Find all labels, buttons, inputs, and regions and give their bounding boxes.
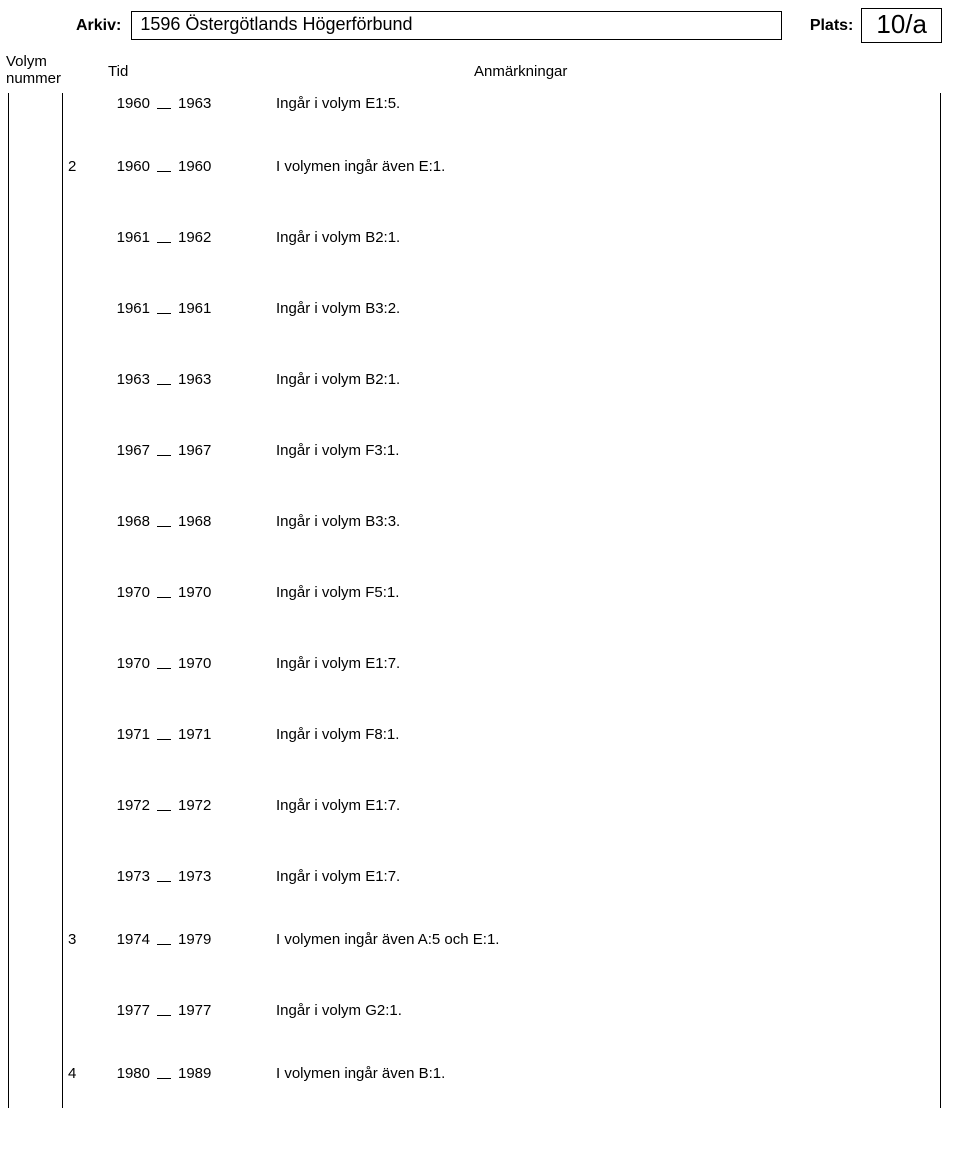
row-dash (150, 1065, 178, 1082)
table-row: 19681968Ingår i volym B3:3. (0, 467, 960, 538)
row-dash (150, 931, 178, 948)
row-year-to: 1979 (178, 931, 226, 948)
row-year-from: 1960 (104, 95, 150, 112)
row-dash (150, 371, 178, 388)
arkiv-label: Arkiv: (76, 17, 121, 35)
row-year-from: 1970 (104, 655, 150, 672)
row-dash (150, 300, 178, 317)
row-note: Ingår i volym B2:1. (226, 371, 960, 388)
col-tid: Tid (108, 63, 128, 80)
col-anm: Anmärkningar (474, 63, 567, 80)
row-note: Ingår i volym B3:2. (226, 300, 960, 317)
row-year-to: 1973 (178, 868, 226, 885)
table-row: 19631963Ingår i volym B2:1. (0, 325, 960, 396)
row-year-to: 1967 (178, 442, 226, 459)
row-dash (150, 95, 178, 112)
plats-value: 10/a (861, 8, 942, 43)
vline-num (62, 93, 63, 1108)
header: Arkiv: 1596 Östergötlands Högerförbund P… (0, 0, 960, 49)
table-row: 19611961Ingår i volym B3:2. (0, 254, 960, 325)
table-row: 1961 1962Ingår i volym B2:1. (0, 183, 960, 254)
row-dash (150, 726, 178, 743)
col-volym: Volymnummer (6, 53, 61, 88)
table-row: 41980 1989I volymen ingår även B:1. (0, 1027, 960, 1090)
row-year-from: 1980 (104, 1065, 150, 1082)
arkiv-value: 1596 Östergötlands Högerförbund (131, 11, 781, 40)
row-year-to: 1968 (178, 513, 226, 530)
row-note: Ingår i volym E1:5. (226, 95, 960, 112)
row-year-from: 1970 (104, 584, 150, 601)
row-dash (150, 655, 178, 672)
vline-right (940, 93, 941, 1108)
table-row: 1960 1963Ingår i volym E1:5. (0, 93, 960, 120)
row-year-to: 1961 (178, 300, 226, 317)
row-dash (150, 584, 178, 601)
row-year-from: 1960 (104, 158, 150, 175)
row-note: Ingår i volym E1:7. (226, 797, 960, 814)
row-year-from: 1977 (104, 1002, 150, 1019)
row-year-from: 1971 (104, 726, 150, 743)
row-note: I volymen ingår även A:5 och E:1. (226, 931, 960, 948)
row-year-to: 1971 (178, 726, 226, 743)
row-year-from: 1967 (104, 442, 150, 459)
row-note: Ingår i volym E1:7. (226, 868, 960, 885)
row-year-to: 1963 (178, 371, 226, 388)
row-dash (150, 442, 178, 459)
row-year-from: 1972 (104, 797, 150, 814)
table-row: 19711971Ingår i volym F8:1. (0, 680, 960, 751)
row-note: Ingår i volym F5:1. (226, 584, 960, 601)
row-dash (150, 797, 178, 814)
vline-left (8, 93, 9, 1108)
row-note: I volymen ingår även E:1. (226, 158, 960, 175)
row-year-to: 1989 (178, 1065, 226, 1082)
row-dash (150, 158, 178, 175)
row-year-from: 1961 (104, 300, 150, 317)
table-row: 19701970Ingår i volym E1:7. (0, 609, 960, 680)
row-year-to: 1960 (178, 158, 226, 175)
row-dash (150, 513, 178, 530)
row-year-from: 1968 (104, 513, 150, 530)
table-row: 19731973Ingår i volym E1:7. (0, 822, 960, 893)
row-note: Ingår i volym B3:3. (226, 513, 960, 530)
table-area: 19601963Ingår i volym E1:5.219601960I vo… (0, 93, 960, 1108)
row-year-from: 1974 (104, 931, 150, 948)
table-row: 219601960I volymen ingår även E:1. (0, 120, 960, 183)
table-row: 19671967Ingår i volym F3:1. (0, 396, 960, 467)
row-dash (150, 868, 178, 885)
row-year-to: 1977 (178, 1002, 226, 1019)
table-row: 19771977Ingår i volym G2:1. (0, 956, 960, 1027)
row-year-from: 1963 (104, 371, 150, 388)
row-note: Ingår i volym B2:1. (226, 229, 960, 246)
row-dash (150, 229, 178, 246)
row-note: Ingår i volym E1:7. (226, 655, 960, 672)
row-num: 3 (62, 931, 104, 948)
row-year-to: 1962 (178, 229, 226, 246)
table-row: 19721972Ingår i volym E1:7. (0, 751, 960, 822)
table-row: 19701970Ingår i volym F5:1. (0, 538, 960, 609)
row-num: 4 (62, 1065, 104, 1082)
row-year-from: 1973 (104, 868, 150, 885)
row-num: 2 (62, 158, 104, 175)
table-row: 31974 1979I volymen ingår även A:5 och E:… (0, 893, 960, 956)
row-note: Ingår i volym G2:1. (226, 1002, 960, 1019)
row-year-to: 1963 (178, 95, 226, 112)
row-note: Ingår i volym F8:1. (226, 726, 960, 743)
row-note: Ingår i volym F3:1. (226, 442, 960, 459)
row-year-to: 1970 (178, 655, 226, 672)
plats-label: Plats: (810, 17, 854, 35)
row-year-from: 1961 (104, 229, 150, 246)
row-year-to: 1972 (178, 797, 226, 814)
row-note: I volymen ingår även B:1. (226, 1065, 960, 1082)
column-headers: Volymnummer Tid Anmärkningar (0, 49, 960, 93)
row-dash (150, 1002, 178, 1019)
row-year-to: 1970 (178, 584, 226, 601)
